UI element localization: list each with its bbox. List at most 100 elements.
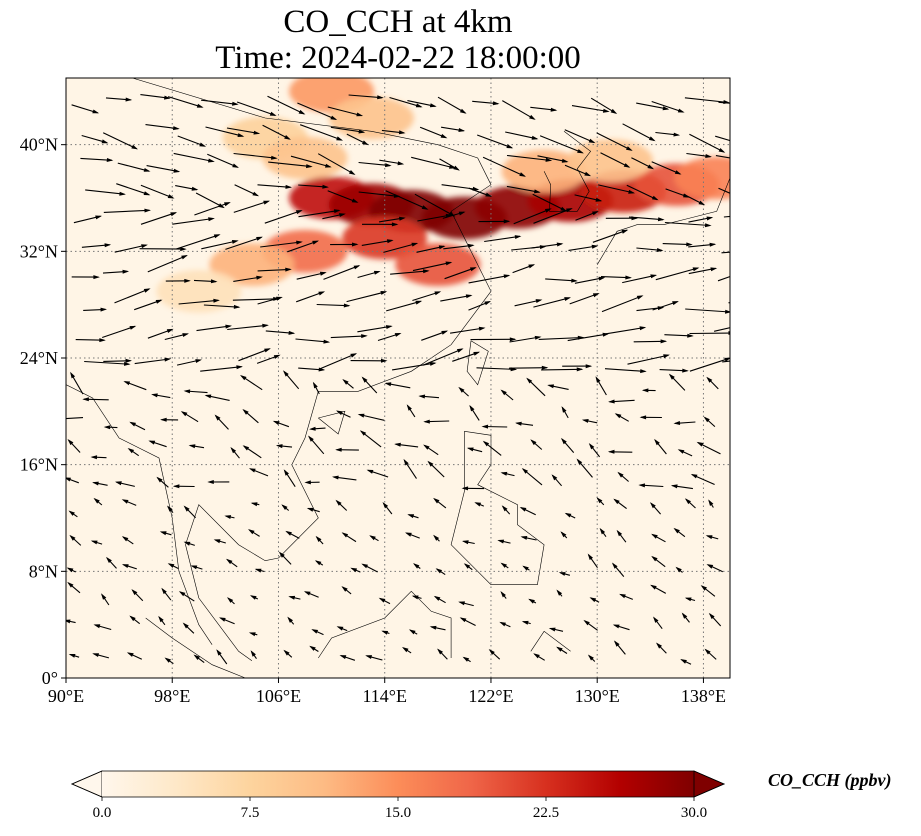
wind-arrow bbox=[81, 134, 109, 144]
wind-arrow bbox=[145, 124, 180, 131]
wind-arrow bbox=[569, 293, 600, 305]
lat-tick-label: 32°N bbox=[20, 241, 58, 261]
wind-arrow bbox=[278, 551, 292, 565]
wind-arrow bbox=[382, 502, 393, 515]
wind-arrow bbox=[350, 358, 388, 363]
wind-arrow bbox=[67, 581, 81, 594]
lat-tick-label: 40°N bbox=[20, 135, 58, 155]
wind-arrow bbox=[167, 505, 174, 514]
wind-arrow bbox=[708, 499, 714, 508]
wind-arrow bbox=[216, 649, 228, 665]
wind-arrow bbox=[422, 348, 464, 366]
wind-arrow bbox=[587, 553, 598, 569]
wind-arrow bbox=[435, 568, 446, 576]
wind-arrow bbox=[655, 131, 681, 137]
wind-arrow bbox=[530, 439, 543, 450]
wind-arrow bbox=[205, 126, 245, 137]
wind-arrow bbox=[134, 299, 163, 311]
wind-arrow bbox=[462, 540, 475, 545]
wind-arrow bbox=[332, 475, 357, 481]
wind-arrow bbox=[114, 288, 151, 304]
wind-arrow bbox=[392, 361, 437, 371]
wind-arrow bbox=[140, 212, 178, 225]
wind-arrow bbox=[551, 474, 563, 487]
wind-arrow bbox=[272, 420, 290, 428]
wind-arrow bbox=[114, 244, 148, 253]
wind-arrow bbox=[227, 597, 235, 605]
wind-arrow bbox=[92, 481, 108, 486]
wind-arrow bbox=[685, 308, 730, 314]
wind-arrow bbox=[440, 294, 473, 302]
wind-arrow bbox=[361, 376, 378, 394]
wind-arrow bbox=[361, 563, 378, 573]
wind-arrow bbox=[470, 337, 517, 342]
wind-arrow bbox=[568, 244, 599, 251]
wind-arrow bbox=[468, 301, 492, 311]
wind-arrow bbox=[260, 240, 303, 248]
colorbar-ticks: 0.0 7.5 15.0 22.5 30.0 bbox=[93, 797, 707, 821]
wind-arrow bbox=[71, 275, 100, 280]
wind-arrow bbox=[421, 330, 449, 341]
wind-arrow bbox=[315, 535, 324, 545]
wind-arrow bbox=[68, 510, 78, 518]
wind-arrow bbox=[69, 534, 82, 546]
wind-arrow bbox=[201, 99, 239, 106]
wind-arrow bbox=[545, 278, 578, 283]
wind-arrow bbox=[728, 302, 730, 304]
wind-arrow bbox=[248, 468, 269, 477]
wind-arrow bbox=[598, 184, 635, 194]
gridlines bbox=[66, 78, 730, 678]
wind-arrow bbox=[178, 591, 195, 602]
wind-arrow bbox=[705, 535, 719, 540]
wind-arrow bbox=[283, 469, 296, 487]
wind-arrow bbox=[638, 483, 664, 488]
wind-arrow bbox=[652, 301, 679, 311]
wind-arrow bbox=[622, 274, 658, 284]
wind-arrow bbox=[127, 448, 140, 457]
wind-arrow bbox=[662, 242, 693, 247]
wind-arrow bbox=[556, 646, 568, 654]
coastline-path bbox=[543, 131, 592, 212]
lat-tick-label: 24°N bbox=[20, 348, 58, 368]
wind-arrow bbox=[537, 155, 569, 163]
wind-arrow bbox=[336, 410, 351, 418]
wind-arrow bbox=[541, 367, 584, 372]
wind-arrow bbox=[500, 389, 514, 401]
concentration-patch bbox=[674, 156, 730, 200]
wind-arrow bbox=[564, 129, 596, 144]
wind-arrow bbox=[600, 275, 632, 280]
wind-arrow bbox=[600, 152, 631, 168]
wind-arrow bbox=[564, 512, 576, 519]
wind-arrow bbox=[560, 531, 568, 539]
wind-arrow bbox=[500, 591, 507, 599]
wind-arrow bbox=[317, 153, 356, 175]
wind-arrow bbox=[327, 190, 359, 203]
wind-arrow bbox=[254, 568, 265, 573]
map-axes: 90°E 98°E 106°E 114°E 122°E 130°E 138°E 0° 8°N 16… bbox=[20, 135, 726, 706]
wind-arrow bbox=[129, 421, 146, 431]
chart-subtitle-time: Time: 2024-02-22 18:00:00 bbox=[215, 40, 581, 76]
wind-arrow bbox=[70, 371, 84, 395]
wind-arrow bbox=[394, 442, 419, 448]
wind-arrow bbox=[723, 215, 730, 218]
wind-arrow bbox=[459, 617, 476, 626]
wind-arrow bbox=[115, 481, 135, 487]
wind-arrow bbox=[300, 124, 343, 141]
colorbar-extend-min bbox=[70, 770, 103, 798]
wind-arrow bbox=[256, 354, 281, 364]
wind-arrow bbox=[628, 216, 665, 222]
wind-arrow bbox=[80, 157, 114, 162]
wind-arrow bbox=[575, 211, 599, 221]
wind-arrow bbox=[715, 135, 730, 142]
wind-arrow bbox=[402, 647, 412, 654]
wind-arrow bbox=[164, 333, 189, 341]
wind-arrow bbox=[673, 421, 696, 425]
wind-arrow bbox=[427, 460, 445, 478]
wind-arrow bbox=[298, 367, 326, 372]
wind-arrow bbox=[182, 622, 195, 634]
wind-arrow bbox=[452, 351, 481, 362]
colorbar-label: CO_CCH (ppbv) bbox=[768, 770, 892, 790]
wind-arrow bbox=[654, 438, 667, 455]
wind-arrow bbox=[656, 642, 667, 654]
wind-arrow bbox=[636, 102, 670, 111]
